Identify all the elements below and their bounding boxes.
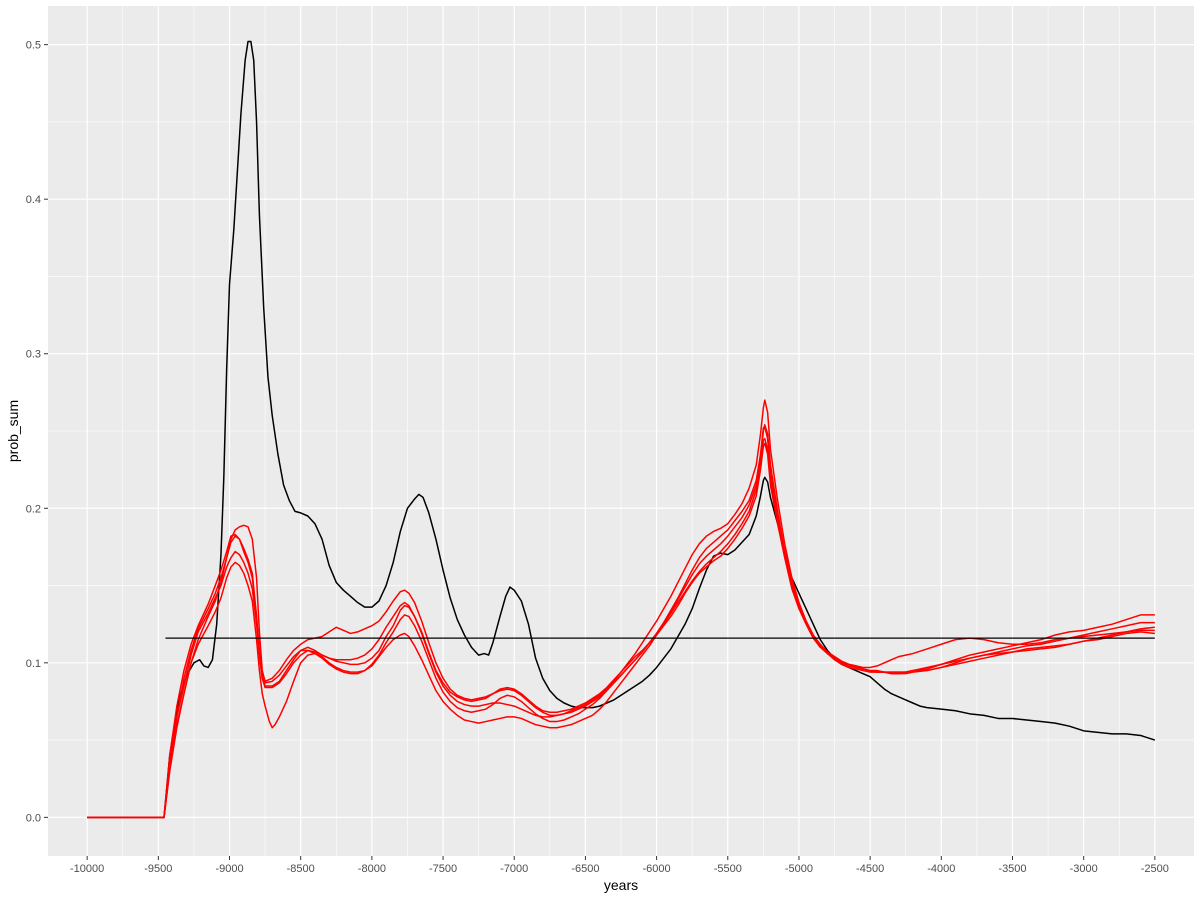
- y-tick-label: 0.3: [26, 349, 41, 361]
- x-tick-label: -5500: [714, 863, 742, 875]
- x-tick-label: -7500: [429, 863, 457, 875]
- y-tick-label: 0.4: [26, 194, 41, 206]
- x-tick-label: -3000: [1070, 863, 1098, 875]
- y-tick-label: 0.1: [26, 658, 41, 670]
- x-tick-label: -10000: [70, 863, 104, 875]
- series-layer: [87, 40, 1156, 819]
- x-tick-label: -9000: [215, 863, 243, 875]
- y-axis: 0.0 0.1 0.2 0.3 0.4 0.5: [26, 40, 48, 824]
- x-tick-label: -6500: [571, 863, 599, 875]
- y-tick-label: 0.2: [26, 503, 41, 515]
- x-tick-label: -6000: [643, 863, 671, 875]
- y-axis-title: prob_sum: [5, 400, 21, 462]
- x-tick-label: -5000: [785, 863, 813, 875]
- x-tick-label: -9500: [144, 863, 172, 875]
- y-tick-label: 0.0: [26, 812, 41, 824]
- major-gridlines: [48, 6, 1194, 856]
- x-tick-label: -3500: [998, 863, 1026, 875]
- red-series-line-2: [87, 437, 1155, 819]
- x-tick-label: -4500: [856, 863, 884, 875]
- x-tick-label: -7000: [500, 863, 528, 875]
- x-axis: -10000 -9500 -9000 -8500 -8000 -7500 -7000 -650…: [70, 856, 1169, 875]
- x-tick-label: -4000: [927, 863, 955, 875]
- black-series-line: [87, 40, 1156, 819]
- x-tick-label: -8000: [358, 863, 386, 875]
- y-tick-label: 0.5: [26, 40, 41, 52]
- x-tick-label: -8500: [287, 863, 315, 875]
- red-series-line-5: [87, 424, 1155, 819]
- x-axis-title: years: [604, 877, 638, 893]
- red-series-line-1: [87, 442, 1155, 819]
- x-tick-label: -2500: [1141, 863, 1169, 875]
